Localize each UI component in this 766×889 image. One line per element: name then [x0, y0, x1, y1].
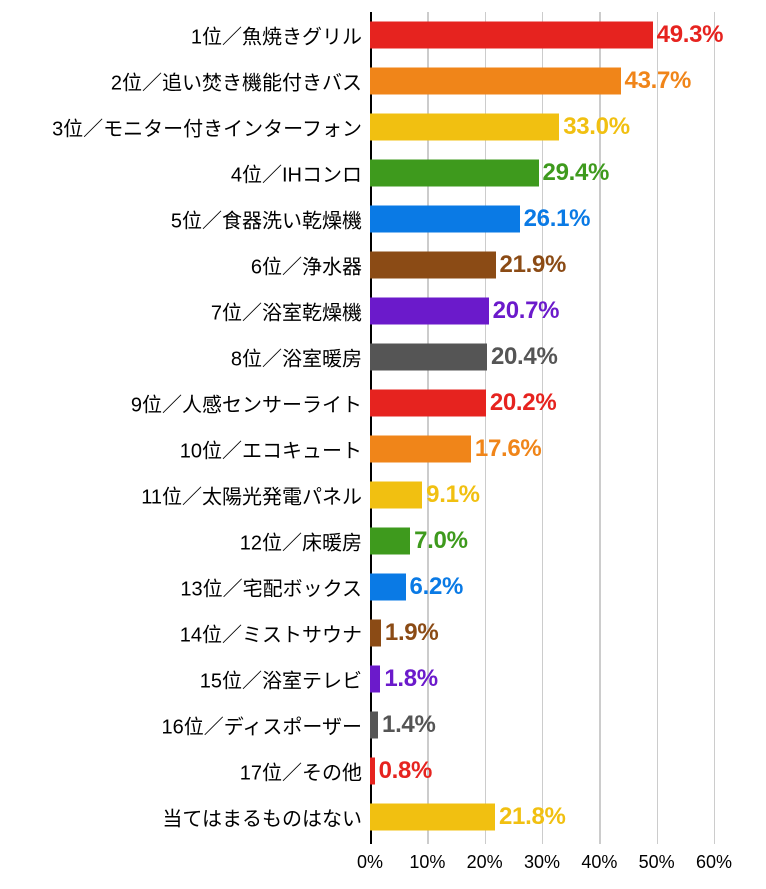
value-label: 43.7% — [625, 67, 692, 95]
xtick-label: 40% — [581, 852, 617, 873]
bar — [370, 620, 381, 647]
value-label: 20.4% — [491, 343, 558, 371]
bar-row: 当てはまるものはない21.8% — [370, 794, 714, 840]
bar-row: 15位／浴室テレビ1.8% — [370, 656, 714, 702]
value-label: 20.7% — [493, 297, 560, 325]
bar-row: 17位／その他0.8% — [370, 748, 714, 794]
value-label: 6.2% — [410, 573, 464, 601]
category-label: 当てはまるものはない — [162, 803, 370, 832]
value-label: 9.1% — [426, 481, 480, 509]
category-label: 7位／浴室乾燥機 — [211, 297, 370, 326]
bar — [370, 298, 489, 325]
bar-row: 12位／床暖房7.0% — [370, 518, 714, 564]
bar-row: 8位／浴室暖房20.4% — [370, 334, 714, 380]
value-label: 26.1% — [524, 205, 591, 233]
xtick-label: 30% — [524, 852, 560, 873]
bar-row: 16位／ディスポーザー1.4% — [370, 702, 714, 748]
value-label: 7.0% — [414, 527, 468, 555]
bar — [370, 252, 496, 279]
bar — [370, 574, 406, 601]
xtick-label: 20% — [467, 852, 503, 873]
value-label: 1.4% — [382, 711, 436, 739]
bar-row: 3位／モニター付きインターフォン33.0% — [370, 104, 714, 150]
bar — [370, 206, 520, 233]
category-label: 8位／浴室暖房 — [231, 343, 370, 372]
category-label: 1位／魚焼きグリル — [191, 21, 370, 50]
bar — [370, 22, 653, 49]
category-label: 13位／宅配ボックス — [180, 573, 370, 602]
value-label: 1.9% — [385, 619, 439, 647]
xtick-label: 50% — [639, 852, 675, 873]
bar-row: 14位／ミストサウナ1.9% — [370, 610, 714, 656]
value-label: 49.3% — [657, 21, 724, 49]
bar-row: 7位／浴室乾燥機20.7% — [370, 288, 714, 334]
category-label: 16位／ディスポーザー — [162, 711, 370, 740]
xtick-label: 60% — [696, 852, 732, 873]
ranking-bar-chart: 0%10%20%30%40%50%60%1位／魚焼きグリル49.3%2位／追い焚… — [0, 0, 766, 889]
value-label: 21.9% — [500, 251, 567, 279]
xtick-label: 10% — [409, 852, 445, 873]
bar — [370, 344, 487, 371]
gridline — [714, 12, 715, 844]
plot-area: 0%10%20%30%40%50%60%1位／魚焼きグリル49.3%2位／追い焚… — [370, 12, 714, 844]
category-label: 14位／ミストサウナ — [180, 619, 370, 648]
category-label: 10位／エコキュート — [180, 435, 370, 464]
value-label: 1.8% — [384, 665, 438, 693]
bar — [370, 804, 495, 831]
bar — [370, 68, 621, 95]
bar — [370, 114, 559, 141]
bar — [370, 758, 375, 785]
category-label: 2位／追い焚き機能付きバス — [111, 67, 370, 96]
bar — [370, 666, 380, 693]
category-label: 12位／床暖房 — [240, 527, 370, 556]
category-label: 15位／浴室テレビ — [200, 665, 370, 694]
value-label: 21.8% — [499, 803, 566, 831]
category-label: 5位／食器洗い乾燥機 — [171, 205, 370, 234]
bar-row: 9位／人感センサーライト20.2% — [370, 380, 714, 426]
bar-row: 11位／太陽光発電パネル9.1% — [370, 472, 714, 518]
bar — [370, 528, 410, 555]
bar — [370, 482, 422, 509]
value-label: 17.6% — [475, 435, 542, 463]
bar-row: 4位／IHコンロ29.4% — [370, 150, 714, 196]
bar-row: 6位／浄水器21.9% — [370, 242, 714, 288]
bar-row: 1位／魚焼きグリル49.3% — [370, 12, 714, 58]
bar-row: 13位／宅配ボックス6.2% — [370, 564, 714, 610]
bar-row: 5位／食器洗い乾燥機26.1% — [370, 196, 714, 242]
value-label: 0.8% — [379, 757, 433, 785]
category-label: 9位／人感センサーライト — [131, 389, 370, 418]
category-label: 4位／IHコンロ — [231, 159, 370, 188]
xtick-label: 0% — [357, 852, 383, 873]
bar-row: 10位／エコキュート17.6% — [370, 426, 714, 472]
value-label: 29.4% — [543, 159, 610, 187]
bar — [370, 160, 539, 187]
category-label: 3位／モニター付きインターフォン — [52, 113, 370, 142]
category-label: 6位／浄水器 — [251, 251, 370, 280]
value-label: 20.2% — [490, 389, 557, 417]
bar — [370, 436, 471, 463]
bar — [370, 390, 486, 417]
bar-row: 2位／追い焚き機能付きバス43.7% — [370, 58, 714, 104]
category-label: 11位／太陽光発電パネル — [141, 481, 370, 510]
category-label: 17位／その他 — [240, 757, 370, 786]
bar — [370, 712, 378, 739]
value-label: 33.0% — [563, 113, 630, 141]
